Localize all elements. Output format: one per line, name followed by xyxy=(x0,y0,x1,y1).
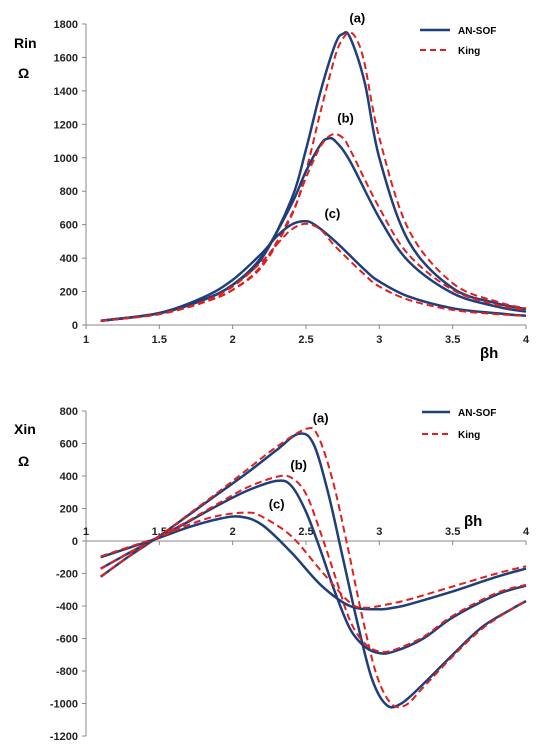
rin-x-tick-label: 3.5 xyxy=(445,334,460,346)
xin-y-tick-label: 0 xyxy=(72,536,78,548)
rin-curve-label-a: (a) xyxy=(349,10,365,25)
xin-x-axis-label: βh xyxy=(464,513,482,530)
xin-series-an-sof-a xyxy=(99,432,527,709)
rin-y-tick-label: 1400 xyxy=(54,86,78,98)
rin-x-tick-label: 1.5 xyxy=(152,334,167,346)
rin-x-tick-label: 3 xyxy=(376,334,382,346)
rin-x-tick-label: 1 xyxy=(83,334,89,346)
xin-y-tick-label: -1200 xyxy=(50,731,78,743)
rin-y-tick-label: 1800 xyxy=(54,19,78,31)
xin-series-king-c xyxy=(100,511,527,609)
xin-curve-label-a: (a) xyxy=(313,410,329,425)
rin-x-axis-label: βh xyxy=(480,345,498,362)
rin-series-king-b xyxy=(100,132,527,322)
rin-series-an-sof-a xyxy=(100,31,527,323)
xin-curve-label-b: (b) xyxy=(290,458,307,473)
rin-x-tick-label: 2.5 xyxy=(298,334,313,346)
xin-y-tick-label: -600 xyxy=(56,634,78,646)
rin-series-an-sof-c xyxy=(100,219,527,323)
xin-x-tick-label: 2.5 xyxy=(298,526,313,538)
rin-x-tick-label: 4 xyxy=(523,334,530,346)
rin-y-tick-label: 800 xyxy=(60,186,78,198)
rin-y-axis-label: Rin xyxy=(14,35,37,51)
xin-x-tick-label: 4 xyxy=(523,526,530,538)
xin-x-tick-label: 3 xyxy=(376,526,382,538)
rin-series-king-a xyxy=(100,31,527,322)
rin-y-tick-label: 200 xyxy=(60,287,78,299)
xin-legend-label-an-sof: AN-SOF xyxy=(458,408,496,419)
rin-y-tick-label: 1000 xyxy=(54,153,78,165)
rin-y-tick-label: 1200 xyxy=(54,119,78,131)
xin-curve-label-c: (c) xyxy=(269,497,285,512)
rin-curve-label-b: (b) xyxy=(337,111,354,126)
xin-y-tick-label: 200 xyxy=(60,504,78,516)
rin-y-tick-label: 400 xyxy=(60,253,78,265)
xin-y-tick-label: -200 xyxy=(56,569,78,581)
rin-legend-label-an-sof: AN-SOF xyxy=(458,26,496,37)
xin-legend: AN-SOF King xyxy=(422,408,496,441)
xin-x-tick-label: 1 xyxy=(83,526,89,538)
xin-legend-label-king: King xyxy=(458,430,480,441)
xin-y-tick-label: -400 xyxy=(56,601,78,613)
rin-y-tick-label: 600 xyxy=(60,220,78,232)
xin-y-tick-label: 400 xyxy=(60,471,78,483)
xin-y-tick-label: -800 xyxy=(56,666,78,678)
rin-chart: Rin Ω βh AN-SOF King 0200400600800100012… xyxy=(14,10,530,362)
rin-series-an-sof-b xyxy=(100,136,527,323)
xin-y-axis-unit: Ω xyxy=(18,453,29,469)
rin-series-king-c xyxy=(100,222,527,322)
rin-curve-label-c: (c) xyxy=(324,206,340,221)
xin-y-tick-label: 600 xyxy=(60,439,78,451)
rin-y-tick-label: 1600 xyxy=(54,52,78,64)
xin-y-tick-label: 800 xyxy=(60,406,78,418)
xin-series-king-a xyxy=(100,426,527,709)
xin-chart: Xin Ω βh AN-SOF King 800 600 400 200 0 -200 -4… xyxy=(14,406,530,743)
xin-x-tick-label: 2 xyxy=(230,526,236,538)
xin-y-tick-label: -1000 xyxy=(50,699,78,711)
rin-x-tick-label: 2 xyxy=(230,334,236,346)
xin-series-an-sof-c xyxy=(100,515,527,611)
xin-series-king-b xyxy=(100,474,527,654)
rin-legend-label-king: King xyxy=(458,46,480,57)
xin-y-axis-label: Xin xyxy=(14,421,36,437)
rin-legend: AN-SOF King xyxy=(420,26,496,57)
rin-y-axis-unit: Ω xyxy=(18,65,29,81)
xin-series-an-sof-b xyxy=(100,479,527,655)
rin-y-tick-label: 0 xyxy=(72,320,78,332)
xin-x-tick-label: 3.5 xyxy=(445,526,460,538)
